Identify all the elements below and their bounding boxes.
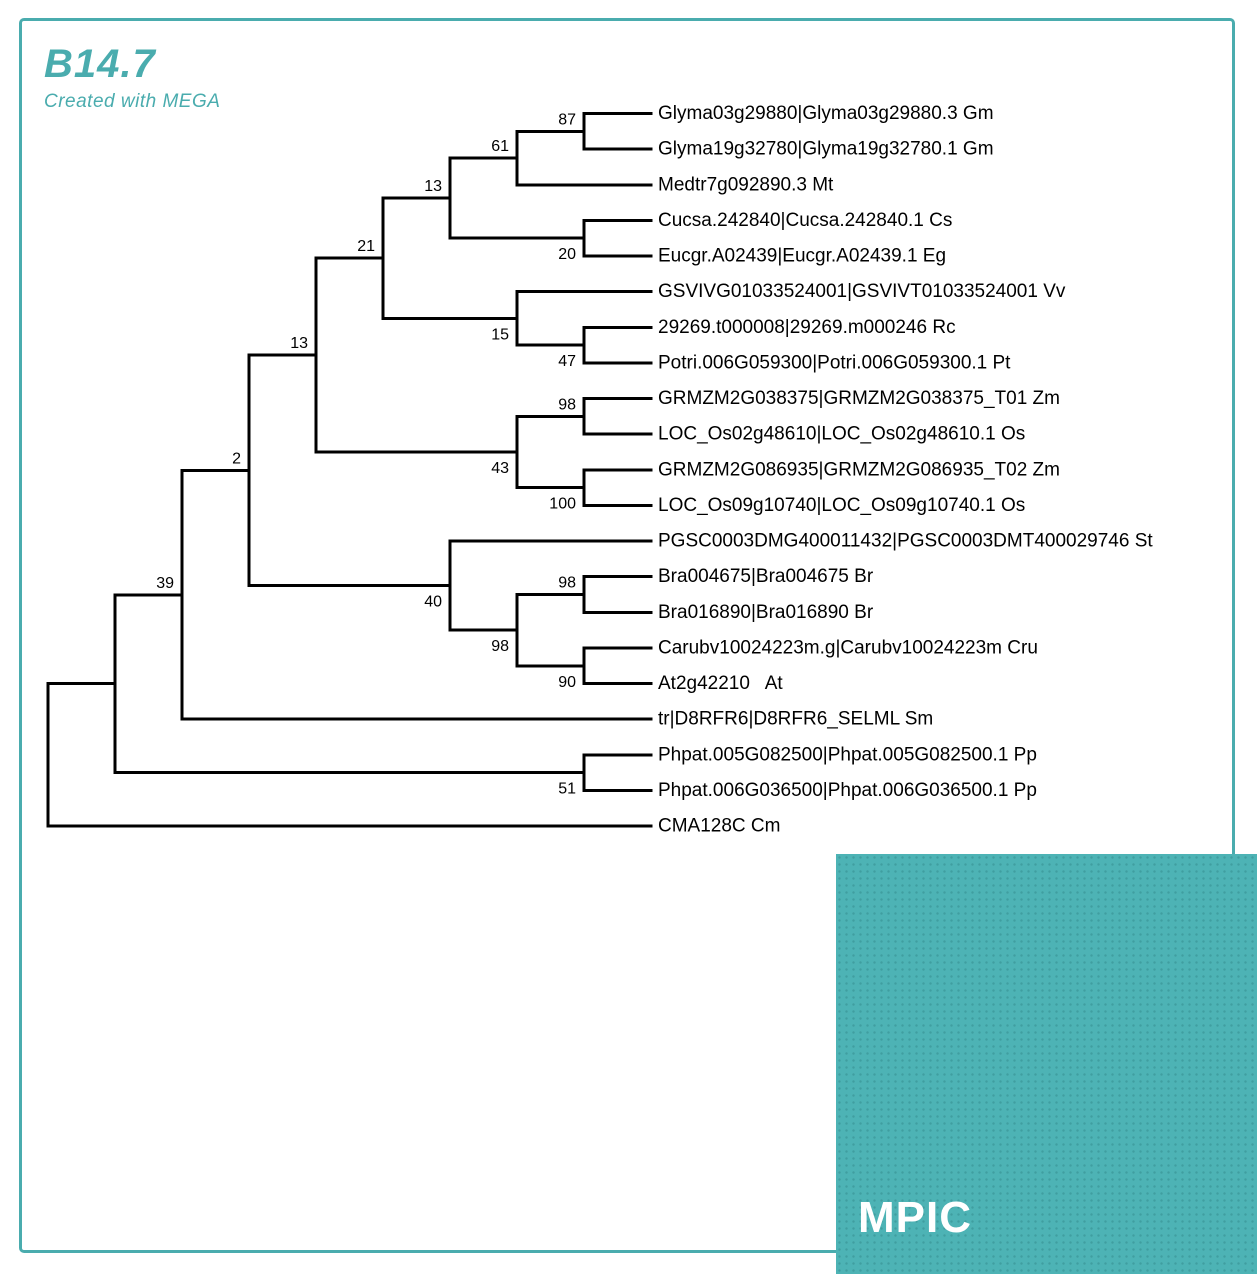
bootstrap-label: 61 (491, 138, 509, 155)
bootstrap-label: 39 (156, 575, 174, 592)
taxon-label: 29269.t000008|29269.m000246 Rc (658, 317, 956, 338)
taxon-label: PGSC0003DMG400011432|PGSC0003DMT40002974… (658, 531, 1153, 552)
created-with-mega-caption: Created with MEGA (44, 91, 221, 112)
bootstrap-label: 90 (558, 674, 576, 691)
bootstrap-label: 2 (232, 450, 241, 467)
bootstrap-label: 43 (491, 460, 509, 477)
bootstrap-label: 98 (558, 575, 576, 592)
page-border (19, 18, 1235, 1253)
bootstrap-label: 51 (558, 781, 576, 798)
taxon-label: LOC_Os02g48610|LOC_Os02g48610.1 Os (658, 424, 1025, 445)
taxon-label: Phpat.006G036500|Phpat.006G036500.1 Pp (658, 780, 1037, 801)
taxon-label: GRMZM2G038375|GRMZM2G038375_T01 Zm (658, 388, 1060, 409)
taxon-label: tr|D8RFR6|D8RFR6_SELML Sm (658, 709, 933, 730)
bootstrap-label: 47 (558, 353, 576, 370)
bootstrap-label: 20 (558, 246, 576, 263)
figure-header: B14.7 Created with MEGA (44, 44, 220, 113)
taxon-label: LOC_Os09g10740|LOC_Os09g10740.1 Os (658, 495, 1025, 516)
bootstrap-label: 98 (491, 638, 509, 655)
taxon-label: GSVIVG01033524001|GSVIVT01033524001 Vv (658, 281, 1066, 302)
taxon-label: At2g42210 At (658, 673, 783, 694)
bootstrap-label: 87 (558, 111, 576, 128)
taxon-label: Bra016890|Bra016890 Br (658, 602, 874, 623)
bootstrap-label: 13 (424, 178, 442, 195)
taxon-label: Carubv10024223m.g|Carubv10024223m Cru (658, 637, 1038, 658)
bootstrap-label: 15 (491, 326, 509, 343)
taxon-label: Eucgr.A02439|Eucgr.A02439.1 Eg (658, 246, 946, 267)
taxon-label: Glyma03g29880|Glyma03g29880.3 Gm (658, 103, 994, 124)
taxon-label: CMA128C Cm (658, 816, 780, 837)
bootstrap-label: 13 (290, 335, 308, 352)
taxon-label: Potri.006G059300|Potri.006G059300.1 Pt (658, 352, 1011, 373)
taxon-label: Cucsa.242840|Cucsa.242840.1 Cs (658, 210, 952, 231)
taxon-label: Phpat.005G082500|Phpat.005G082500.1 Pp (658, 744, 1037, 765)
mpic-logo-text: MPIC (858, 1193, 972, 1242)
taxon-label: Glyma19g32780|Glyma19g32780.1 Gm (658, 139, 994, 160)
bootstrap-label: 21 (357, 238, 375, 255)
taxon-label: Medtr7g092890.3 Mt (658, 174, 834, 195)
taxon-label: Bra004675|Bra004675 Br (658, 566, 874, 587)
bootstrap-label: 98 (558, 396, 576, 413)
mpic-watermark-block: MPIC (836, 854, 1257, 1274)
taxon-label: GRMZM2G086935|GRMZM2G086935_T02 Zm (658, 459, 1060, 480)
panel-title: B14.7 (44, 42, 156, 86)
bootstrap-label: 100 (549, 496, 576, 513)
bootstrap-label: 40 (424, 594, 442, 611)
